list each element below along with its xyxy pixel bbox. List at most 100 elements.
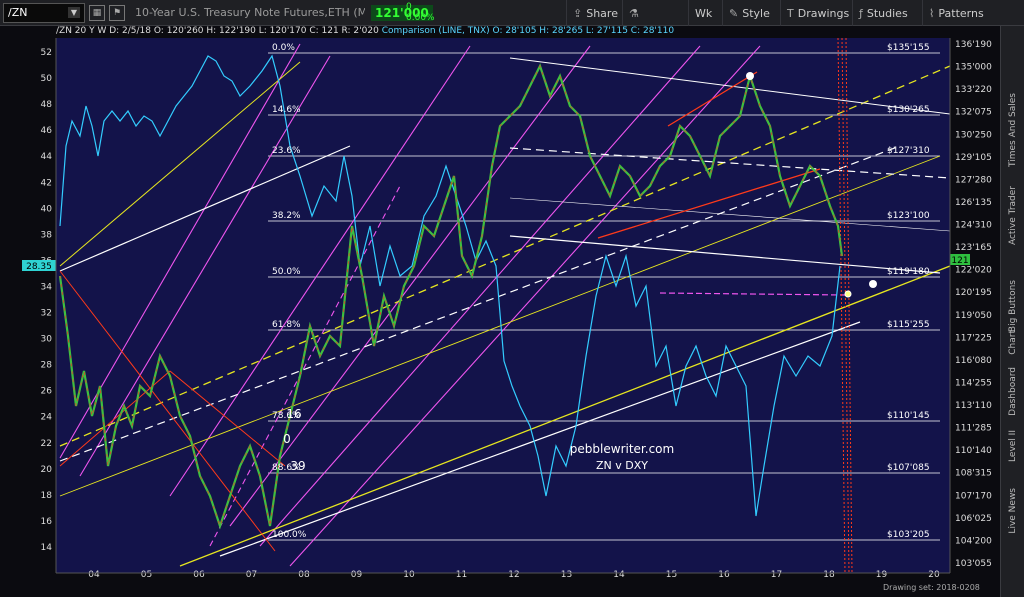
fib-price-label: $103'205 <box>887 530 930 540</box>
flag-icon[interactable]: ⚑ <box>109 4 125 21</box>
right-axis-tick: 116'080 <box>955 356 992 366</box>
change-value: 0 <box>406 2 412 12</box>
studies-icon: ƒ <box>859 6 863 20</box>
right-axis-tick: 110'140 <box>955 446 992 456</box>
pivot-marker <box>746 72 754 80</box>
left-axis-tick: 40 <box>41 204 53 214</box>
drawings-button[interactable]: T Drawings <box>780 0 855 26</box>
white-channel-line <box>509 235 941 274</box>
flask-icon: ⚗ <box>629 6 639 20</box>
left-current-tag: 28.35 <box>22 260 56 272</box>
right-axis-tick: 108'315 <box>955 469 992 479</box>
white-channel-line <box>219 321 861 557</box>
right-axis-tick: 129'105 <box>955 153 992 163</box>
rail-tab-chart[interactable]: Chart <box>1003 322 1023 362</box>
left-axis-tick: 50 <box>41 74 53 84</box>
legend-comparison: Comparison (LINE, TNX) O: 28'105 H: 28'2… <box>381 26 675 36</box>
left-axis-tick: 34 <box>41 282 53 292</box>
left-axis-tick: 16 <box>41 517 53 527</box>
right-axis-tick: 122'020 <box>955 266 992 276</box>
rail-label: Active Trader <box>1008 186 1018 246</box>
last-price: 121'000 <box>371 4 433 21</box>
style-label: Style <box>742 6 770 20</box>
left-axis-tick: 30 <box>41 335 53 345</box>
studies-button[interactable]: ƒ Studies <box>852 0 914 26</box>
rail-tab-active-trader[interactable]: Active Trader <box>1003 166 1023 266</box>
left-current-tag-text: 28.35 <box>26 262 52 272</box>
top-toolbar: /ZN ▼ ▦ ⚑ 10-Year U.S. Treasury Note Fut… <box>0 0 1024 26</box>
symbol-input[interactable]: /ZN ▼ <box>3 2 85 23</box>
text-tool-icon: T <box>787 6 794 20</box>
fan-line <box>259 45 701 547</box>
x-axis-tick: 18 <box>823 570 835 580</box>
fib-percent-label: 38.2% <box>272 211 301 221</box>
right-axis-tick: 132'075 <box>955 108 992 118</box>
annotation-watermark: pebblewriter.com <box>570 442 674 456</box>
yellow-channel-line <box>59 155 941 497</box>
share-button[interactable]: ⇪ Share <box>566 0 624 26</box>
fib-percent-label: 14.6% <box>272 105 301 115</box>
flask-button[interactable]: ⚗ <box>622 0 645 26</box>
legend-main: /ZN 20 Y W D: 2/5/18 O: 120'260 H: 122'1… <box>56 26 379 36</box>
red-trend-line <box>59 270 276 552</box>
rail-tab-live-news[interactable]: Live News <box>1003 471 1023 551</box>
x-axis-tick: 04 <box>88 570 100 580</box>
drawings-label: Drawings <box>797 6 850 20</box>
x-axis-tick: 14 <box>613 570 625 580</box>
x-axis-tick: 15 <box>666 570 677 580</box>
fib-price-label: $127'310 <box>887 146 930 156</box>
left-axis-tick: 32 <box>41 309 52 319</box>
fib-percent-label: 23.6% <box>272 146 301 156</box>
right-axis-tick: 124'310 <box>955 221 992 231</box>
wrench-icon: ✎ <box>729 6 739 20</box>
rail-tab-dashboard[interactable]: Dashboard <box>1003 361 1023 421</box>
x-axis-tick: 07 <box>246 570 257 580</box>
fan-line <box>169 45 471 497</box>
tnx-comparison-line <box>59 54 841 517</box>
symbol-text: /ZN <box>8 6 28 19</box>
fib-percent-label: 88.6% <box>272 463 301 473</box>
fib-percent-label: 100.0% <box>272 530 307 540</box>
left-axis-tick: 28 <box>41 361 53 371</box>
fan-line <box>229 45 591 527</box>
patterns-icon: ⌇ <box>929 6 935 20</box>
rail-tab-level-ii[interactable]: Level II <box>1003 421 1023 471</box>
right-axis-tick: 114'255 <box>955 378 992 388</box>
right-axis-tick: 135'000 <box>955 63 992 73</box>
plot-background <box>56 38 950 573</box>
x-axis-tick: 17 <box>771 570 782 580</box>
interval-button[interactable]: Wk <box>688 0 718 26</box>
right-axis-tick: 123'165 <box>955 243 992 253</box>
rail-label: Level II <box>1008 430 1018 462</box>
left-axis-tick: 26 <box>41 387 53 397</box>
target-marker <box>844 290 852 298</box>
right-axis-tick: 126'135 <box>955 198 992 208</box>
left-axis-tick: 46 <box>41 126 53 136</box>
patterns-button[interactable]: ⌇ Patterns <box>922 0 990 26</box>
fib-price-label: $107'085 <box>887 463 930 473</box>
grid-icon[interactable]: ▦ <box>89 4 105 21</box>
left-axis-tick: 38 <box>41 230 53 240</box>
studies-label: Studies <box>866 6 908 20</box>
left-current-tag-bg <box>22 260 56 271</box>
chart-area[interactable]: 5250484644424038363432302826242220181614… <box>0 26 1000 597</box>
white-channel-line <box>509 197 950 232</box>
patterns-label: Patterns <box>938 6 984 20</box>
x-axis-tick: 13 <box>561 570 572 580</box>
x-axis-tick: 19 <box>876 570 888 580</box>
x-axis-tick: 08 <box>298 570 310 580</box>
annotation-subtitle: ZN v DXY <box>596 459 648 472</box>
share-label: Share <box>586 6 618 20</box>
annotation-number: 39 <box>290 459 305 473</box>
fib-percent-label: 78.6% <box>272 411 301 421</box>
fib-percent-label: 61.8% <box>272 320 301 330</box>
chart-svg[interactable]: 5250484644424038363432302826242220181614… <box>0 26 1000 597</box>
annotation-number: 0 <box>283 432 291 446</box>
right-axis-tick: 117'225 <box>955 333 992 343</box>
chevron-down-icon[interactable]: ▼ <box>67 7 80 18</box>
x-axis-tick: 16 <box>718 570 730 580</box>
style-button[interactable]: ✎ Style <box>722 0 776 26</box>
x-axis-tick: 09 <box>351 570 363 580</box>
right-axis-tick: 119'050 <box>955 311 992 321</box>
right-axis-tick: 127'280 <box>955 175 992 185</box>
